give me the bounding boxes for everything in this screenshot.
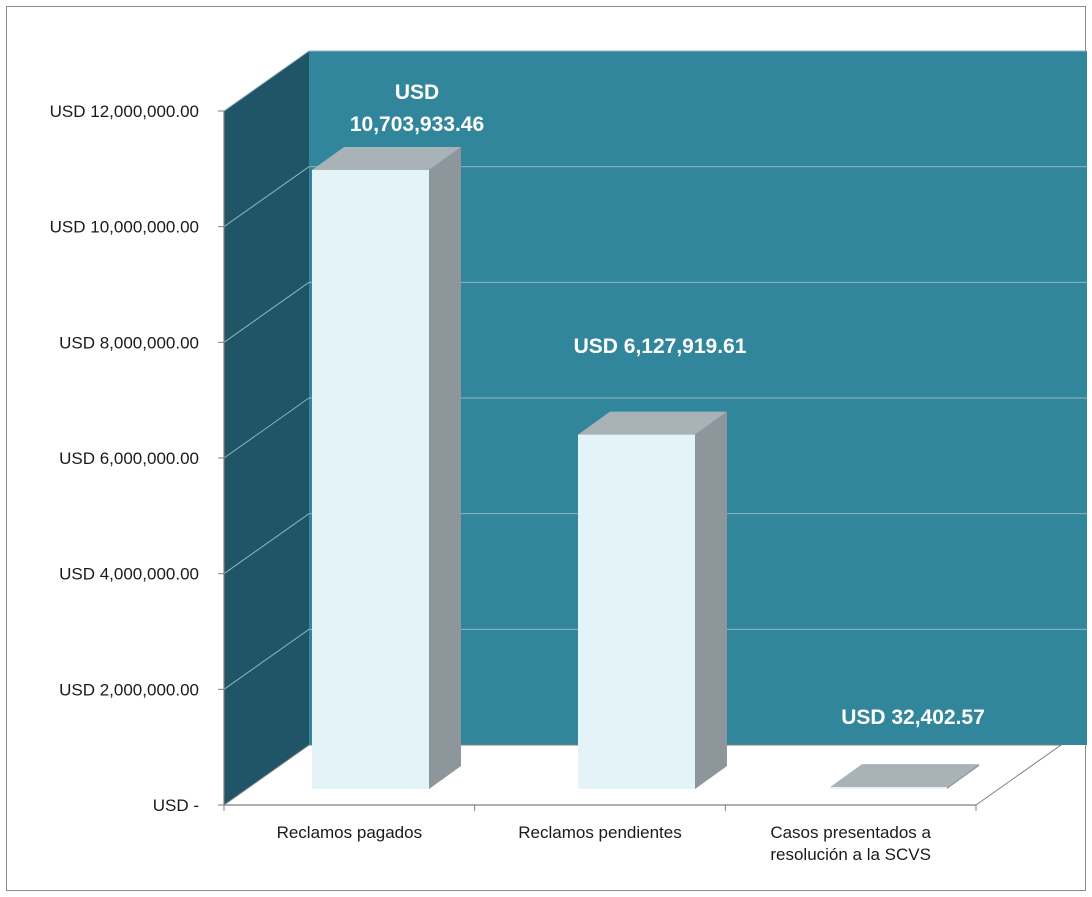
chart-frame: USD - USD 2,000,000.00 USD 4,000,000.00 USD… [6, 6, 1087, 891]
y-tick-label: USD 6,000,000.00 [59, 449, 199, 468]
y-axis-tick-labels: USD - USD 2,000,000.00 USD 4,000,000.00 USD… [50, 102, 199, 815]
gridline-side [223, 628, 310, 690]
bar-top-face [312, 146, 461, 170]
data-label: USD 32,402.57 [841, 706, 985, 729]
gridline-side [223, 166, 310, 228]
gridline-side [223, 281, 310, 343]
y-tick-label: USD 4,000,000.00 [59, 565, 199, 584]
bar-top-face [578, 411, 727, 435]
bar [312, 146, 461, 790]
gridline-side [223, 50, 310, 112]
bar-front-face [578, 434, 695, 789]
y-tick-label: USD 12,000,000.00 [50, 102, 199, 121]
bar [830, 764, 979, 789]
gridline-side [223, 513, 310, 575]
y-tick-label: USD 8,000,000.00 [59, 333, 199, 352]
category-label: resolución a la SCVS [770, 845, 931, 864]
bar-front-face [312, 169, 429, 790]
bar-top-face [830, 764, 979, 788]
gridline-side [223, 397, 310, 459]
bar-chart: USD - USD 2,000,000.00 USD 4,000,000.00 USD… [50, 50, 1087, 864]
bar-front-face [830, 787, 947, 789]
category-label: Reclamos pendientes [518, 823, 681, 842]
data-label: 10,703,933.46 [350, 113, 484, 136]
data-labels: USD 10,703,933.46 USD 6,127,919.61 USD 32,4… [350, 81, 985, 729]
category-label: Reclamos pagados [277, 823, 423, 842]
y-tick-label: USD - [153, 796, 199, 815]
bar-side-face [429, 146, 461, 790]
y-tick-label: USD 10,000,000.00 [50, 218, 199, 237]
bar-side-face [695, 411, 727, 789]
axes [218, 110, 977, 811]
bar [578, 411, 727, 789]
y-tick-label: USD 2,000,000.00 [59, 680, 199, 699]
data-label: USD [395, 81, 439, 104]
bar-side-face [947, 764, 979, 789]
bars [312, 146, 979, 790]
category-label: Casos presentados a [770, 823, 931, 842]
x-axis-category-labels: Reclamos pagados Reclamos pendientes Casos… [277, 823, 932, 864]
data-label: USD 6,127,919.61 [574, 335, 747, 358]
